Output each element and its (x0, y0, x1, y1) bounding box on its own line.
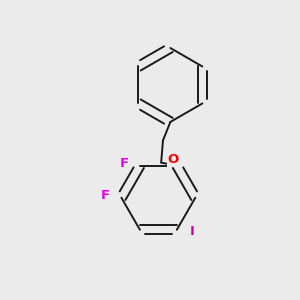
Text: O: O (167, 153, 179, 166)
Text: F: F (101, 189, 110, 203)
Text: F: F (120, 157, 129, 170)
Text: I: I (190, 225, 195, 238)
